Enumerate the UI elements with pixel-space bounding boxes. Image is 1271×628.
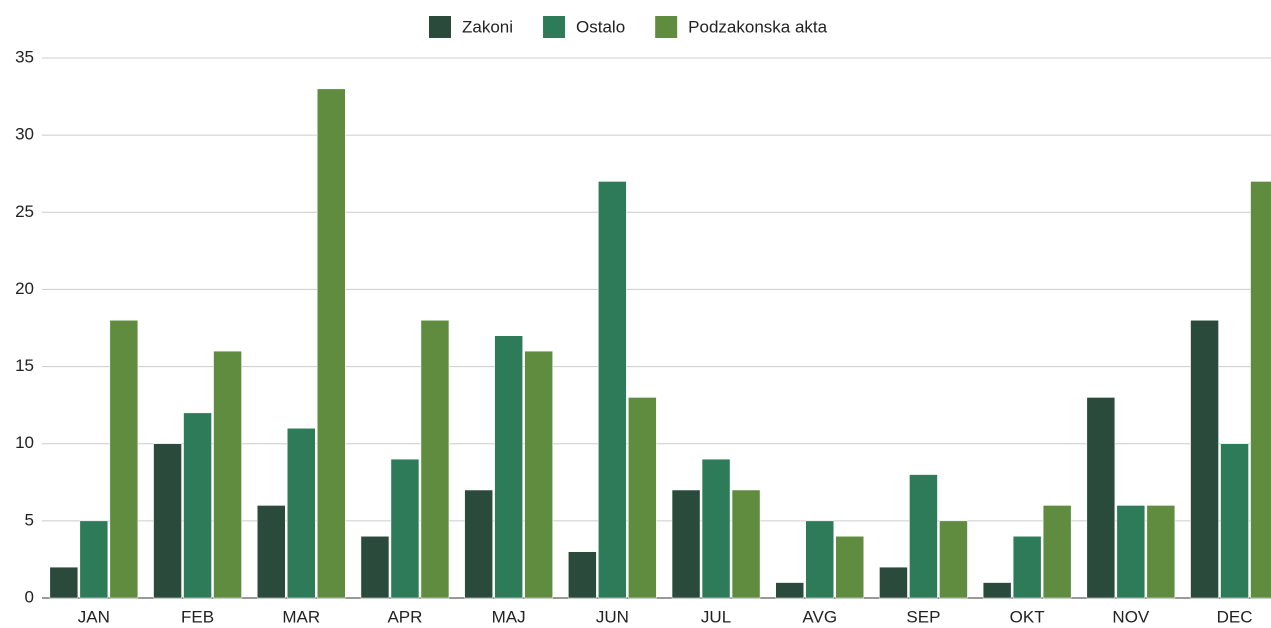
bar [939, 520, 968, 599]
bar [835, 536, 864, 599]
bar [909, 474, 938, 599]
x-tick-label: NOV [1112, 607, 1150, 626]
bar [317, 88, 346, 599]
y-tick-label: 30 [15, 125, 34, 144]
x-tick-label: JUL [701, 607, 731, 626]
y-tick-label: 20 [15, 279, 34, 298]
x-tick-label: MAJ [492, 607, 526, 626]
bar [390, 458, 420, 599]
bar [1146, 505, 1176, 599]
bar [183, 412, 212, 599]
bar [568, 551, 597, 599]
legend-label: Zakoni [462, 17, 513, 36]
x-tick-label: DEC [1217, 607, 1253, 626]
x-tick-label: OKT [1010, 607, 1045, 626]
x-tick-label: AVG [802, 607, 837, 626]
bar [982, 582, 1012, 599]
x-tick-label: FEB [181, 607, 214, 626]
bar [79, 520, 109, 599]
bar [775, 582, 804, 599]
bar [464, 489, 493, 599]
x-tick-label: SEP [906, 607, 940, 626]
bar [287, 428, 316, 599]
bar [257, 505, 286, 599]
bar [1220, 443, 1249, 599]
x-tick-label: APR [387, 607, 422, 626]
bar [1042, 505, 1072, 599]
bar [360, 536, 390, 599]
bar [1190, 320, 1219, 599]
y-tick-label: 25 [15, 202, 34, 221]
x-tick-label: MAR [282, 607, 320, 626]
y-tick-label: 0 [25, 587, 34, 606]
bar [701, 458, 731, 599]
bar [420, 320, 450, 599]
bar [1012, 536, 1042, 599]
x-tick-label: JUN [596, 607, 629, 626]
bar [805, 520, 834, 599]
y-tick-label: 10 [15, 433, 34, 452]
legend-label: Ostalo [576, 17, 625, 36]
bar [524, 350, 553, 599]
y-tick-label: 35 [15, 47, 34, 66]
bar [213, 350, 242, 599]
bar [49, 566, 79, 599]
legend-swatch [543, 16, 566, 38]
bar [1250, 181, 1271, 599]
bar [671, 489, 701, 599]
bar [731, 489, 761, 599]
bar [153, 443, 182, 599]
x-tick-label: JAN [78, 607, 110, 626]
bar [109, 320, 139, 599]
bar [598, 181, 627, 599]
bar [494, 335, 523, 599]
bar [1116, 505, 1146, 599]
legend-swatch [655, 16, 678, 38]
y-tick-label: 15 [15, 356, 34, 375]
y-tick-label: 5 [25, 510, 34, 529]
bar [879, 566, 908, 599]
legend-label: Podzakonska akta [688, 17, 827, 36]
bar [1086, 397, 1116, 599]
legend-swatch [429, 16, 451, 38]
bar [628, 397, 657, 599]
